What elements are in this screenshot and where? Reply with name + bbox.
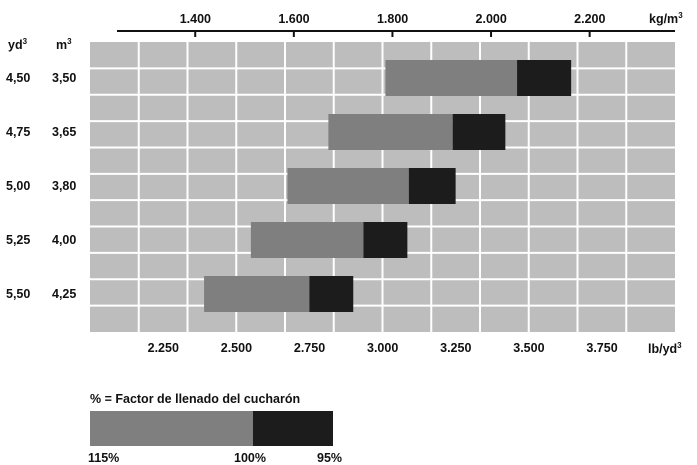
legend-bar-100-95 [253, 411, 333, 446]
m3-column-header: m3 [56, 37, 72, 53]
bottom-axis-tick-label: 3.000 [367, 341, 399, 355]
top-axis-tick-label: 1.600 [278, 12, 310, 26]
legend-bar-115-100 [90, 411, 253, 446]
row-label-m3: 3,50 [52, 71, 77, 85]
bottom-axis-tick-label: 2.250 [147, 341, 179, 355]
row-label-yd3: 4,50 [6, 71, 31, 85]
row-label-m3: 3,80 [52, 179, 77, 193]
top-axis-tick-label: 1.800 [376, 12, 409, 26]
bar-segment-115-100 [204, 276, 310, 312]
bar-segment-100-95 [363, 222, 408, 258]
bar-segment-100-95 [309, 276, 354, 312]
yd3-column-header: yd3 [8, 37, 28, 53]
row-label-yd3: 5,50 [6, 287, 31, 301]
bottom-axis-unit: lb/yd3 [648, 341, 682, 357]
bar-segment-100-95 [408, 168, 456, 204]
bar-segment-115-100 [385, 60, 518, 96]
bar-segment-100-95 [517, 60, 572, 96]
legend-label-100: 100% [234, 451, 266, 465]
top-axis-tick-label: 2.000 [475, 12, 507, 26]
legend-title: % = Factor de llenado del cucharón [90, 392, 301, 406]
bars [204, 60, 572, 312]
row-label-yd3: 5,25 [6, 233, 31, 247]
row-label-m3: 4,00 [52, 233, 77, 247]
bottom-axis-tick-label: 2.500 [220, 341, 253, 355]
top-axis-tick-label: 1.400 [179, 12, 211, 26]
bottom-axis-tick-label: 3.750 [586, 341, 618, 355]
bar-segment-100-95 [452, 114, 506, 150]
top-axis-ticks [194, 31, 591, 37]
top-axis-tick-label: 2.200 [574, 12, 606, 26]
bar-segment-115-100 [250, 222, 364, 258]
row-label-m3: 3,65 [52, 125, 77, 139]
top-axis-unit: kg/m3 [649, 11, 683, 27]
bar-segment-115-100 [328, 114, 453, 150]
row-label-yd3: 5,00 [6, 179, 31, 193]
bottom-axis-tick-label: 2.750 [293, 341, 326, 355]
bottom-axis-tick-label: 3.250 [440, 341, 472, 355]
bar-segment-115-100 [287, 168, 409, 204]
bottom-axis-tick-label: 3.500 [513, 341, 545, 355]
legend-label-115: 115% [88, 451, 120, 465]
row-label-m3: 4,25 [52, 287, 77, 301]
legend-label-95: 95% [317, 451, 343, 465]
row-label-yd3: 4,75 [6, 125, 31, 139]
